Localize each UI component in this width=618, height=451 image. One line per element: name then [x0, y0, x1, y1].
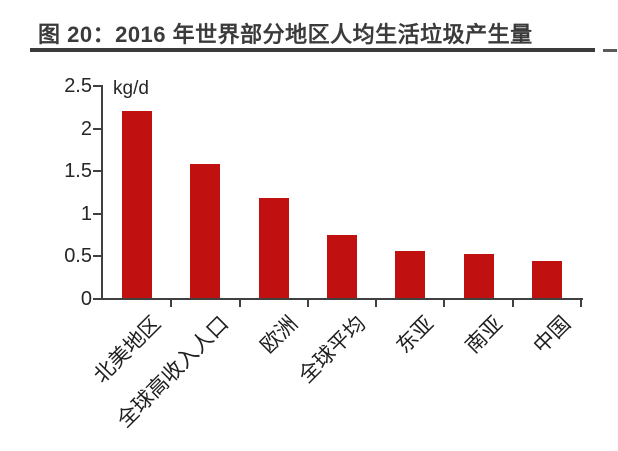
y-axis-tick-label: 0 [80, 288, 92, 310]
y-axis-tick-label: 1.5 [64, 160, 92, 183]
y-axis-tick [93, 255, 101, 258]
y-axis-tick-label: 1 [80, 202, 92, 225]
x-axis-category-label: 南亚 [460, 312, 507, 358]
y-axis-tick [93, 170, 101, 173]
bar [190, 164, 221, 298]
y-axis-line [101, 85, 103, 300]
x-axis-tick [580, 300, 582, 307]
y-axis-tick [93, 212, 101, 215]
title-underline [30, 48, 595, 52]
bar [122, 110, 153, 298]
bar [258, 198, 289, 298]
x-axis-tick [511, 300, 514, 307]
x-axis-category-label: 全球平均 [294, 312, 371, 388]
x-axis-category-label: 中国 [529, 312, 576, 358]
x-axis-category-label: 欧洲 [256, 312, 302, 358]
bar [463, 253, 494, 298]
x-axis-tick [170, 300, 173, 307]
x-axis-tick [375, 300, 378, 307]
x-axis-line [101, 298, 583, 300]
figure-title: 图 20：2016 年世界部分地区人均生活垃圾产生量 [38, 22, 533, 47]
bar [327, 234, 357, 298]
title-underline-dash [603, 49, 617, 52]
x-axis-tick [443, 300, 446, 307]
bar [395, 251, 426, 298]
y-axis-tick-label: 2.5 [64, 75, 92, 97]
y-axis-tick-label: 2 [80, 117, 92, 140]
y-axis-tick-label: 0.5 [64, 245, 92, 268]
y-axis-tick [93, 85, 101, 87]
y-axis-tick [93, 127, 101, 130]
x-axis-category-label: 东亚 [392, 312, 439, 358]
bar [531, 260, 562, 298]
y-axis-unit-label: kg/d [113, 78, 149, 99]
x-axis-tick [238, 300, 241, 307]
y-axis-tick [93, 298, 101, 300]
x-axis-tick [306, 300, 309, 307]
